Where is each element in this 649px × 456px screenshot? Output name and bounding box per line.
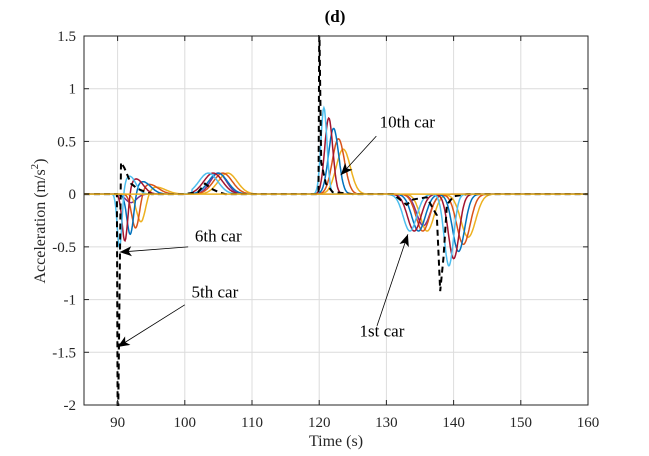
ticks: 90 100 110 120 130 140 150 160 -2 -1.5 -1 -0.5 0 0.5 1… xyxy=(52,29,599,431)
x-tick-label: 110 xyxy=(241,415,263,431)
x-axis-label: Time (s) xyxy=(309,433,363,450)
x-tick-label: 100 xyxy=(174,415,197,431)
series-lines xyxy=(84,35,588,406)
y-tick-label: 1.5 xyxy=(57,29,76,45)
x-tick-label: 140 xyxy=(442,415,465,431)
y-axis-label: Acceleration (m/s2) xyxy=(29,159,49,284)
y-tick-label: 0.5 xyxy=(57,134,76,150)
y-tick-label: -0.5 xyxy=(52,240,76,256)
annotation-arrow xyxy=(119,246,189,253)
x-tick-label: 120 xyxy=(308,415,331,431)
annotation-label: 5th car xyxy=(192,282,239,301)
x-tick-label: 160 xyxy=(577,415,600,431)
arrowhead-icon xyxy=(117,336,131,348)
x-tick-label: 130 xyxy=(375,415,398,431)
y-tick-label: -2 xyxy=(64,398,77,414)
arrowhead-icon xyxy=(399,234,409,248)
annotation-arrow xyxy=(376,234,409,327)
annotations: 10th car 6th car 5th car 1st car xyxy=(117,113,436,348)
arrowhead-icon xyxy=(119,246,132,257)
y-tick-label: 0 xyxy=(69,187,77,203)
annotation-label: 1st car xyxy=(360,321,405,340)
annotation-arrow xyxy=(117,304,186,348)
annotation-label: 6th car xyxy=(195,227,242,246)
grid xyxy=(84,35,589,406)
series-line-leader xyxy=(84,35,588,406)
arrowhead-icon xyxy=(340,162,353,176)
y-axis-label-end: ) xyxy=(32,159,49,164)
chart-title: (d) xyxy=(325,7,346,26)
series-line-6th-car xyxy=(84,105,588,267)
y-tick-label: 1 xyxy=(69,82,77,98)
series-line-9th-car xyxy=(84,138,588,246)
y-tick-label: -1.5 xyxy=(52,345,76,361)
annotation-label: 10th car xyxy=(380,113,436,132)
y-axis-label-sup: 2 xyxy=(29,164,41,170)
y-axis-label-main: Acceleration (m/s xyxy=(32,169,49,283)
axes-frame xyxy=(83,35,589,406)
x-tick-label: 150 xyxy=(510,415,533,431)
x-tick-label: 90 xyxy=(110,415,125,431)
y-tick-label: -1 xyxy=(64,293,77,309)
